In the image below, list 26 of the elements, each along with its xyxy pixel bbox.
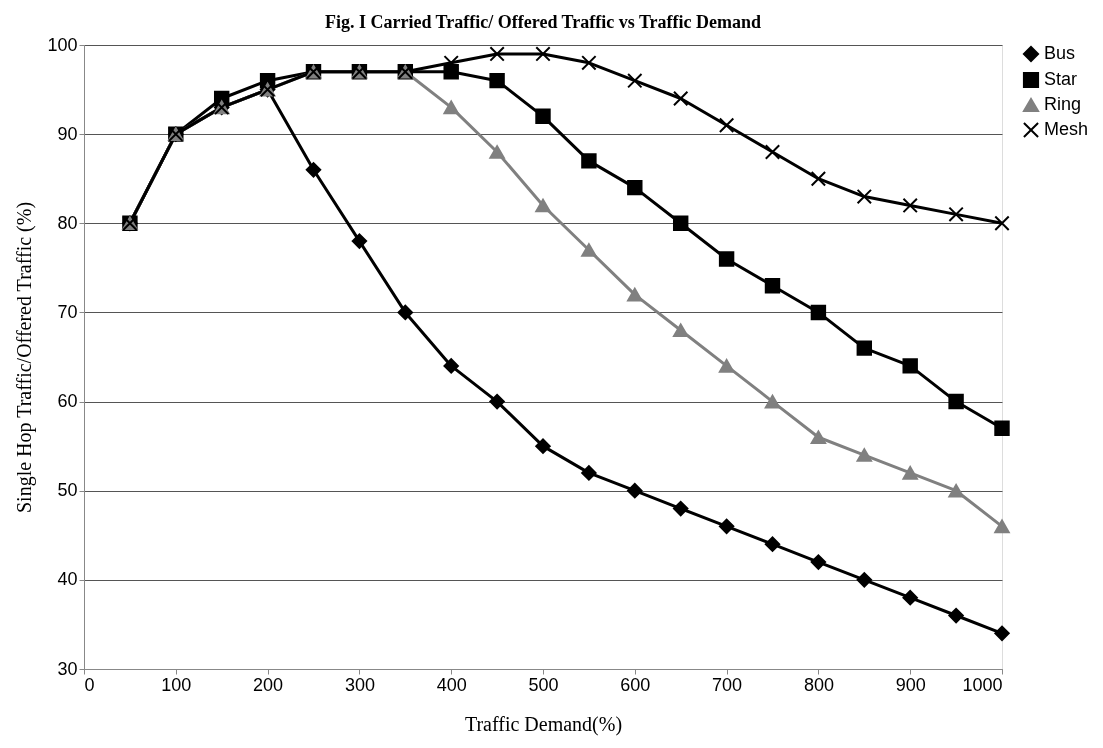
x-tick-label: 1000	[962, 674, 1003, 695]
x-tick-label: 500	[528, 674, 559, 695]
x-tick-label: 100	[161, 674, 192, 695]
legend-label: Bus	[1044, 43, 1076, 63]
y-tick-label: 60	[57, 391, 78, 412]
y-tick-label: 70	[57, 301, 78, 322]
y-tick-label: 40	[57, 569, 78, 590]
y-axis-title: Single Hop Traffic/Offered Traffic (%)	[13, 201, 37, 514]
x-axis-title: Traffic Demand(%)	[464, 712, 623, 736]
x-tick-label: 300	[344, 674, 375, 695]
y-tick-label: 80	[57, 212, 78, 233]
chart-title: Fig. I Carried Traffic/ Offered Traffic vs Traffic Demand	[324, 12, 762, 32]
x-tick-label: 400	[436, 674, 467, 695]
legend-label: Star	[1044, 69, 1078, 89]
y-tick-label: 90	[57, 123, 78, 144]
x-tick-label: 600	[620, 674, 651, 695]
legend-label: Mesh	[1044, 119, 1089, 139]
y-tick-label: 50	[57, 480, 78, 501]
y-tick-label: 100	[47, 34, 78, 55]
y-tick-label: 30	[57, 658, 78, 679]
x-tick-label: 700	[712, 674, 743, 695]
x-tick-label: 200	[253, 674, 284, 695]
x-tick-label: 900	[895, 674, 926, 695]
x-tick-label: 0	[84, 674, 95, 695]
legend-label: Ring	[1044, 94, 1082, 114]
x-tick-label: 800	[803, 674, 834, 695]
